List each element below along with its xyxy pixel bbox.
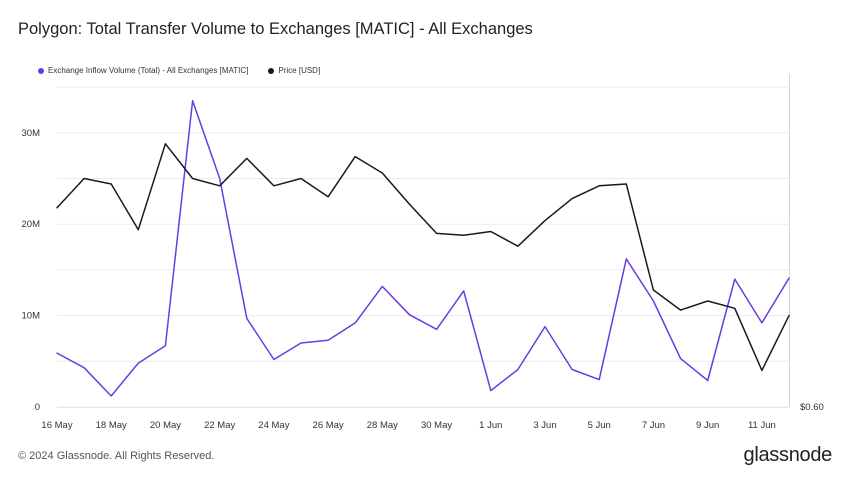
data-point-price (651, 288, 655, 292)
chart-title: Polygon: Total Transfer Volume to Exchan… (18, 20, 533, 38)
data-point-price (787, 314, 791, 318)
data-point-price (516, 244, 520, 248)
data-point-price (218, 184, 222, 188)
data-point-price (462, 233, 466, 237)
data-point-inflow (163, 344, 167, 348)
y-left-tick-label: 20M (22, 219, 41, 230)
data-point-price (760, 368, 764, 372)
data-point-price (407, 202, 411, 206)
x-tick-label: 1 Jun (479, 420, 502, 431)
data-point-price (82, 177, 86, 181)
y-left-tick-label: 10M (22, 311, 41, 322)
x-tick-label: 22 May (204, 420, 235, 431)
data-point-inflow (570, 368, 574, 372)
x-tick-label: 28 May (367, 420, 398, 431)
data-point-inflow (787, 276, 791, 280)
y-left-tick-label: 30M (22, 128, 41, 139)
legend-item-price[interactable]: Price [USD] (268, 66, 320, 75)
series-line-inflow (56, 100, 790, 397)
data-point-inflow (82, 366, 86, 370)
data-point-price (679, 308, 683, 312)
data-point-inflow (407, 313, 411, 317)
copyright: © 2024 Glassnode. All Rights Reserved. (18, 450, 215, 462)
x-tick-label: 18 May (96, 420, 127, 431)
data-point-price (299, 177, 303, 181)
data-point-inflow (218, 177, 222, 181)
data-point-inflow (353, 321, 357, 325)
data-point-price (163, 142, 167, 146)
legend-label-price: Price [USD] (278, 66, 321, 75)
data-point-price (733, 306, 737, 310)
data-point-price (136, 228, 140, 232)
data-point-inflow (489, 389, 493, 393)
data-point-inflow (109, 394, 113, 398)
data-point-price (353, 155, 357, 159)
data-point-inflow (679, 357, 683, 361)
x-tick-label: 26 May (313, 420, 344, 431)
x-tick-label: 9 Jun (696, 420, 719, 431)
data-point-inflow (597, 378, 601, 382)
data-point-inflow (326, 338, 330, 342)
data-point-inflow (760, 321, 764, 325)
data-point-inflow (272, 357, 276, 361)
brand-logo: glassnode (743, 444, 833, 466)
legend-dot-inflow (38, 67, 44, 74)
data-point-inflow (651, 299, 655, 303)
legend-label-inflow: Exchange Inflow Volume (Total) - All Exc… (48, 66, 249, 75)
x-tick-label: 20 May (150, 420, 181, 431)
x-tick-label: 16 May (41, 420, 72, 431)
data-point-inflow (191, 99, 195, 103)
data-point-price (489, 230, 493, 234)
data-point-inflow (624, 257, 628, 261)
data-point-inflow (543, 325, 547, 329)
data-point-inflow (136, 361, 140, 365)
x-tick-label: 5 Jun (588, 420, 611, 431)
data-point-price (326, 195, 330, 199)
data-point-price (245, 156, 249, 160)
data-point-inflow (435, 327, 439, 331)
legend-dot-price (268, 67, 275, 74)
x-tick-label: 7 Jun (642, 420, 665, 431)
data-point-inflow (299, 341, 303, 345)
series-line-price (56, 143, 790, 372)
x-tick-label: 11 Jun (748, 420, 776, 431)
data-point-inflow (706, 378, 710, 382)
data-point-price (55, 206, 59, 210)
data-point-price (435, 231, 439, 235)
x-tick-label: 30 May (421, 420, 452, 431)
x-tick-label: 24 May (258, 420, 289, 431)
y-right-tick-label: $0.60 (800, 402, 824, 413)
data-point-inflow (516, 368, 520, 372)
legend-item-inflow[interactable]: Exchange Inflow Volume (Total) - All Exc… (38, 66, 248, 75)
legend: Exchange Inflow Volume (Total) - All Exc… (38, 66, 320, 75)
data-point-inflow (462, 289, 466, 293)
y-left-tick-label: 0 (35, 402, 40, 413)
data-point-price (597, 184, 601, 188)
data-point-price (543, 219, 547, 223)
data-point-price (272, 184, 276, 188)
data-point-inflow (55, 351, 59, 355)
data-point-price (624, 182, 628, 186)
x-tick-label: 3 Jun (533, 420, 556, 431)
data-point-price (706, 299, 710, 303)
data-point-inflow (733, 277, 737, 281)
data-point-price (380, 171, 384, 175)
data-point-price (570, 197, 574, 201)
data-point-inflow (380, 284, 384, 288)
data-point-inflow (245, 316, 249, 320)
data-point-price (191, 177, 195, 181)
data-point-price (109, 182, 113, 186)
